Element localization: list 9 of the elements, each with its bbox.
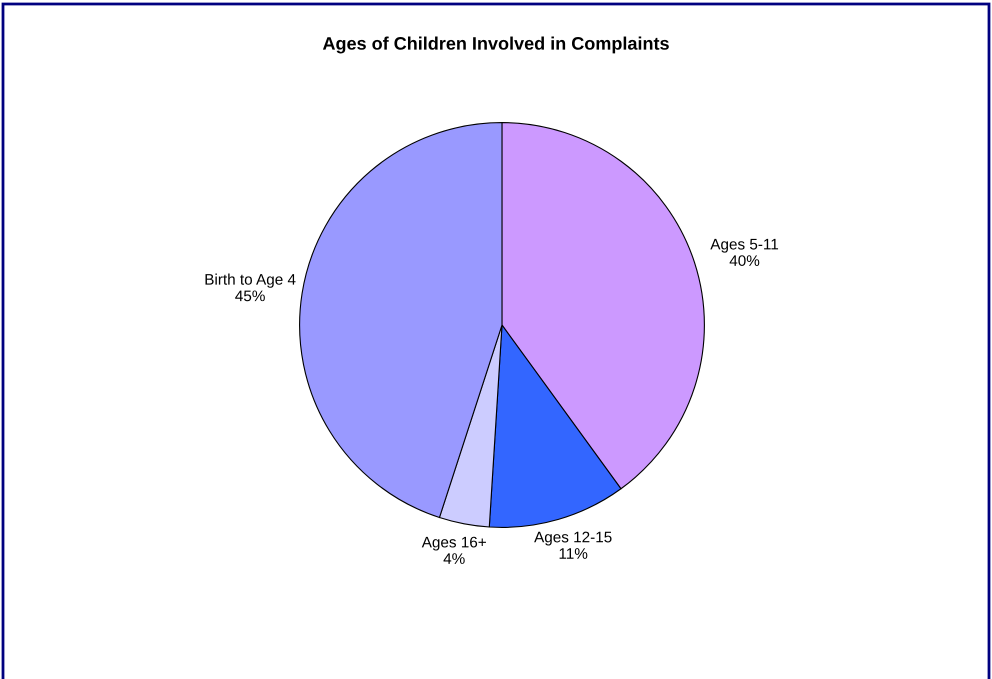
slice-label: Ages 16+ — [422, 536, 486, 551]
data-label: 45% — [235, 290, 265, 302]
slice-label: Ages 5-11 — [710, 238, 778, 253]
data-label: 40% — [730, 255, 760, 266]
data-label: 11% — [560, 548, 588, 559]
chart-title: Ages of Children Involved in Complaints — [322, 36, 669, 54]
slice-label: Ages 12-15 — [534, 532, 612, 546]
slice-label: Birth to Age 4 — [206, 274, 296, 288]
data-label: 4% — [444, 553, 465, 564]
